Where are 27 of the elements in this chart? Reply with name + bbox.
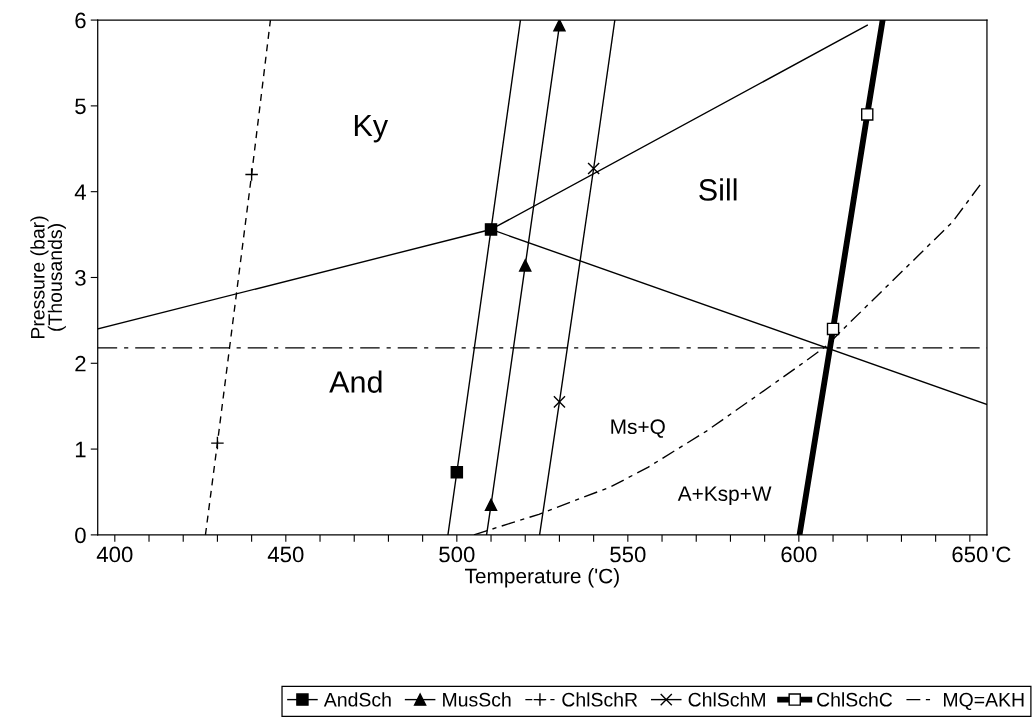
legend-label: ChlSchC (817, 692, 893, 707)
y-tick-label: 1 (75, 441, 86, 458)
annotation: A+Ksp+W (677, 486, 772, 506)
legend-label: ChlSchM (688, 692, 765, 707)
y-tick-label: 5 (75, 98, 86, 115)
x-tick-label: 550 (610, 546, 646, 563)
x-tick-label: 500 (439, 546, 475, 563)
legend-label: AndSch (323, 692, 391, 707)
legend-label: MQ=AKH (944, 692, 1024, 711)
legend-label: ChlSchR (562, 692, 638, 707)
y-tick-label: 6 (75, 12, 86, 29)
annotation: Ms+Q (611, 419, 665, 438)
y-tick-label: 4 (74, 184, 86, 200)
legend-label: MusSch (443, 692, 511, 707)
y-tick-label: 0 (75, 527, 86, 544)
x-tick-label: 450 (267, 546, 304, 563)
y-axis-title: Pressure (bar) (Thousands) (30, 216, 66, 339)
x-tick-label: 650 (952, 546, 988, 563)
y-tick-label: 3 (75, 270, 86, 286)
annotation: And (329, 370, 382, 393)
annotation: Sill (699, 178, 737, 201)
text: 'C (992, 546, 1011, 563)
x-tick-label: 600 (781, 546, 817, 563)
annotation: Ky (354, 115, 389, 143)
y-tick-label: 2 (75, 355, 86, 372)
x-axis-title: Temperature ('C) (464, 568, 619, 588)
x-tick-label: 400 (96, 546, 133, 563)
